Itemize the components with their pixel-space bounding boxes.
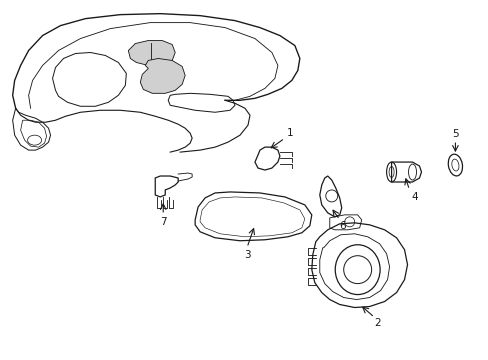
Polygon shape	[128, 41, 175, 66]
Text: 6: 6	[339, 221, 346, 231]
Text: 2: 2	[373, 319, 380, 328]
Text: 4: 4	[410, 192, 417, 202]
Text: 5: 5	[451, 129, 458, 139]
Text: 7: 7	[160, 217, 166, 227]
Text: 3: 3	[243, 250, 250, 260]
Text: 1: 1	[286, 128, 293, 138]
Polygon shape	[140, 58, 185, 93]
